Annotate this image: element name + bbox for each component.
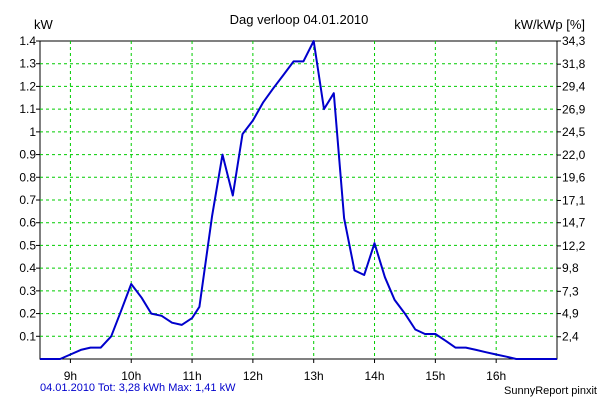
y2-tick-label: 17,1 [562,193,586,207]
x-tick-label: 15h [425,369,445,383]
x-tick-label: 9h [64,369,77,383]
y2-tick-label: 26,9 [562,103,586,117]
y-tick-label: 0.4 [19,261,36,275]
x-tick-label: 14h [365,369,385,383]
y-tick-label: 1.2 [19,79,36,93]
y2-tick-label: 4,9 [562,307,579,321]
y2-tick-label: 12,2 [562,239,586,253]
y2-tick-label: 7,3 [562,284,579,298]
x-tick-label: 10h [121,369,141,383]
series-layer [40,40,557,360]
y-tick-label: 1.3 [19,57,36,71]
series-line [40,40,557,360]
y2-tick-label: 31,8 [562,57,586,71]
footer-credit: SunnyReport pinxit [504,385,597,397]
y-tick-label: 1.1 [19,102,36,116]
y2-tick-label: 29,4 [562,79,586,93]
x-tick-label: 12h [243,369,263,383]
footer-summary: 04.01.2010 Tot: 3,28 kWh Max: 1,41 kW [40,382,236,394]
y-tick-label: 0.7 [19,193,36,207]
y2-tick-label: 34,3 [562,34,586,48]
x-axis: 9h 10h 11h 12h 13h 14h 15h 16h [64,359,506,383]
x-tick-label: 13h [304,369,324,383]
y-tick-label: 0.9 [19,148,36,162]
y2-tick-label: 24,5 [562,125,586,139]
y2-tick-label: 9,8 [562,261,579,275]
x-tick-label: 16h [486,369,506,383]
y-tick-label: 0.1 [19,329,36,343]
y-axis-label-left: kW [34,17,54,32]
y-tick-label: 1.4 [19,34,36,48]
chart-title: Dag verloop 04.01.2010 [230,12,369,27]
grid-lines [40,41,557,359]
y-tick-label: 0.8 [19,170,36,184]
y2-tick-label: 14,7 [562,216,586,230]
y-axis-right: 2,4 4,9 7,3 9,8 12,2 14,7 17,1 19,6 22,0 24,5 26,9… [557,34,586,344]
y-tick-label: 1 [29,125,36,139]
y-tick-label: 0.2 [19,307,36,321]
y2-tick-label: 22,0 [562,148,586,162]
x-tick-label: 11h [182,369,201,383]
y2-tick-label: 19,6 [562,170,586,184]
y-tick-label: 0.6 [19,216,36,230]
y-tick-label: 0.3 [19,284,36,298]
y-axis-left: 0.1 0.2 0.3 0.4 0.5 0.6 0.7 0.8 0.9 1 1.1 1.2 1.3 1.4 [19,34,40,343]
y-tick-label: 0.5 [19,238,36,252]
y-axis-label-right: kW/kWp [%] [514,17,585,32]
y2-tick-label: 2,4 [562,330,579,344]
